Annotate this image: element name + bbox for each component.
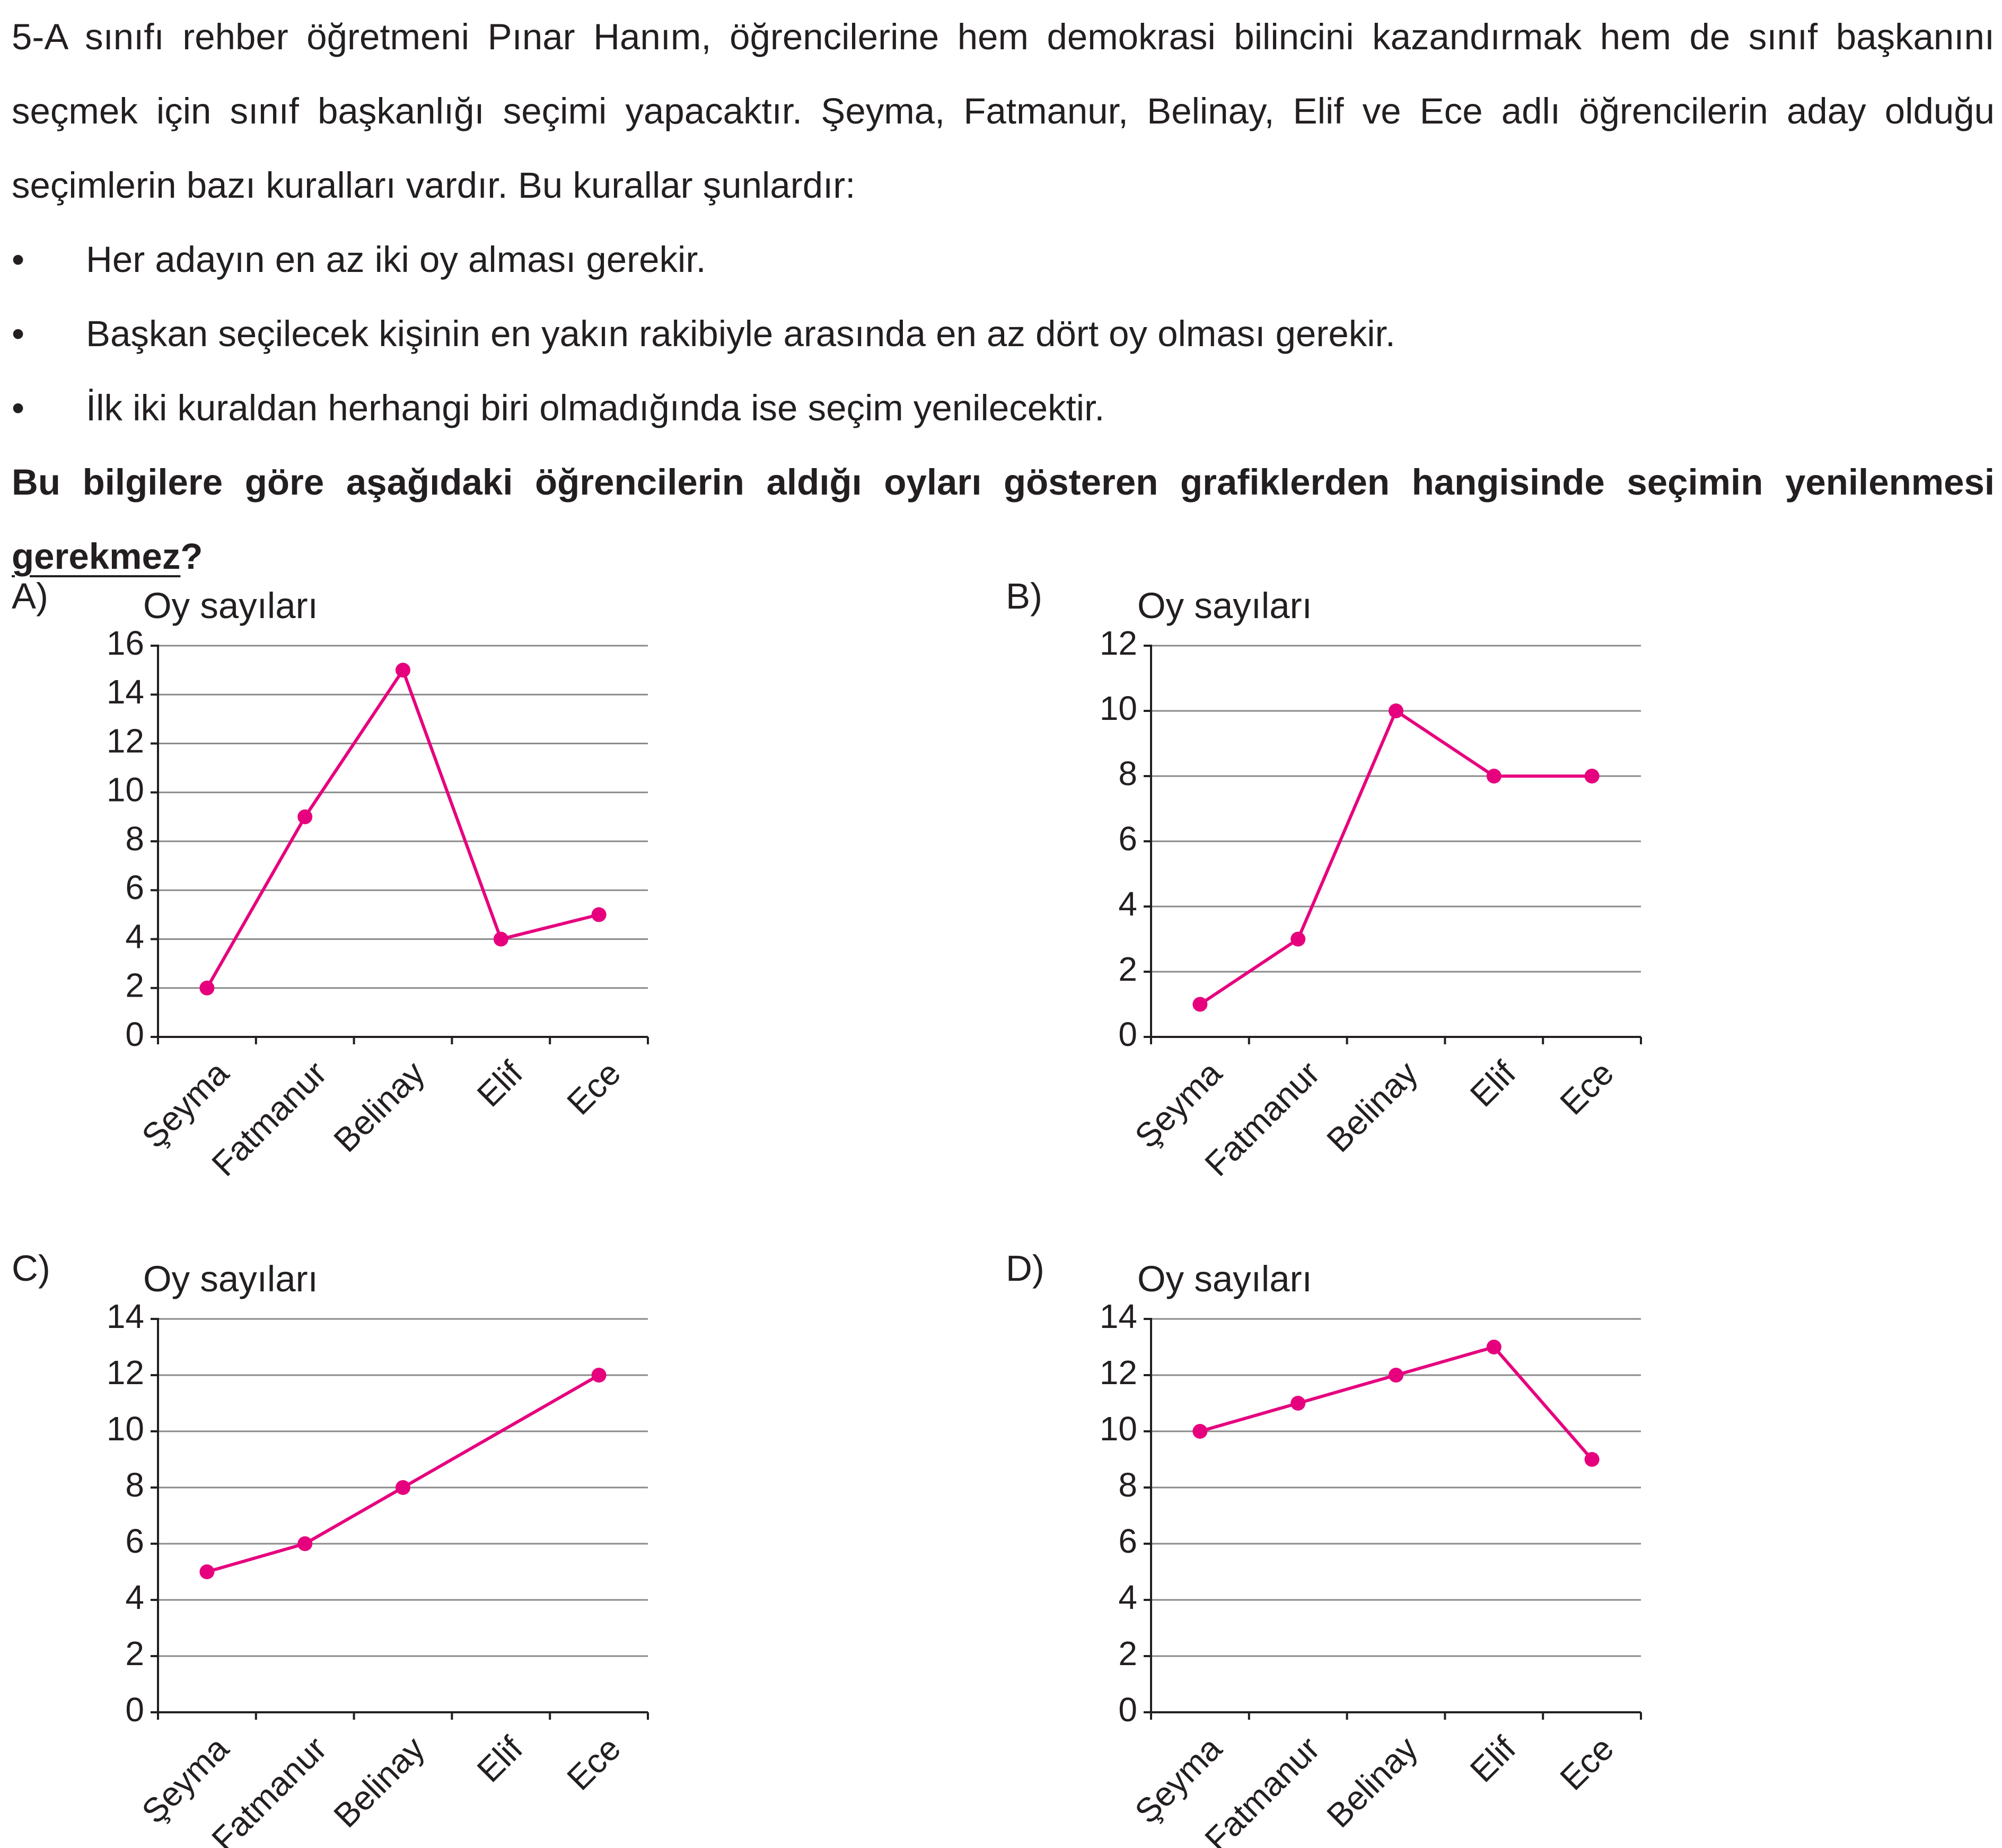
data-point (297, 1536, 313, 1551)
option-label: D) (1006, 1248, 1044, 1289)
data-point (591, 1368, 607, 1383)
rule-text: İlk iki kuraldan herhangi biri olmadığın… (86, 388, 1105, 428)
series-line (1199, 708, 1592, 1006)
y-tick-label: 6 (125, 868, 144, 907)
data-point (493, 931, 508, 947)
series-line (206, 1374, 600, 1573)
y-tick-label: 0 (1118, 1691, 1137, 1729)
question: 5-A sınıfı rehber öğretmeni Pınar Hanım,… (12, 0, 1995, 594)
series-line (205, 666, 600, 989)
option-label: A) (12, 576, 48, 617)
x-tick-label: Belinay (1319, 1729, 1425, 1835)
data-point (1486, 1340, 1501, 1354)
data-point (1584, 769, 1600, 784)
y-tick-label: 6 (1118, 820, 1137, 858)
x-tick-label: Elif (1463, 1729, 1523, 1790)
x-tick-label: Belinay (326, 1054, 432, 1159)
prompt-text: Bu bilgilere göre aşağıdaki öğrencilerin… (12, 462, 1995, 503)
y-tick-label: 4 (125, 1578, 144, 1616)
y-tick-label: 10 (107, 771, 144, 809)
x-tick-label: Ece (1552, 1054, 1621, 1122)
y-tick-label: 2 (1118, 1634, 1137, 1673)
x-tick-label: Elif (1463, 1054, 1523, 1114)
y-tick-label: 2 (125, 1634, 144, 1673)
x-tick-label: Ece (559, 1054, 628, 1122)
rule-item: • Başkan seçilecek kişinin en yakın raki… (12, 297, 1995, 371)
x-tick-label: Ece (559, 1729, 628, 1798)
data-point (199, 1564, 215, 1579)
y-tick-label: 2 (1118, 950, 1137, 988)
y-tick-label: 4 (1118, 1578, 1137, 1616)
option-label: C) (12, 1248, 50, 1289)
x-tick-label: Elif (470, 1729, 530, 1790)
y-tick-label: 12 (107, 721, 144, 760)
series-line (1199, 1345, 1593, 1460)
y-tick-label: 12 (107, 1353, 144, 1392)
y-tick-label: 10 (1100, 1410, 1137, 1448)
y-tick-label: 12 (1100, 624, 1137, 662)
y-tick-label: 14 (107, 1297, 144, 1335)
rule-text: Her adayın en az iki oy alması gerekir. (86, 239, 706, 280)
data-point (1584, 1452, 1600, 1467)
y-tick-label: 0 (125, 1691, 144, 1729)
question-stem: 5-A sınıfı rehber öğretmeni Pınar Hanım,… (12, 16, 1995, 206)
rule-item: • Her adayın en az iki oy alması gerekir… (12, 223, 1995, 297)
data-point (1192, 1424, 1208, 1439)
y-tick-label: 6 (1118, 1522, 1137, 1560)
y-tick-label: 14 (107, 673, 144, 711)
y-tick-label: 0 (1118, 1015, 1137, 1053)
data-point (591, 907, 607, 922)
y-axis-title: Oy sayıları (143, 585, 318, 626)
y-tick-label: 6 (125, 1522, 144, 1560)
bullet-icon: • (12, 239, 25, 280)
y-tick-label: 4 (125, 917, 144, 955)
data-point (1290, 1396, 1306, 1411)
y-tick-label: 10 (107, 1410, 144, 1448)
prompt-negation: gerekmez (12, 536, 181, 577)
y-tick-label: 10 (1100, 689, 1137, 727)
data-point (1389, 703, 1403, 718)
prompt-end: ? (180, 536, 203, 577)
data-point (396, 1480, 410, 1495)
data-point (297, 809, 313, 824)
bullet-icon: • (12, 388, 25, 428)
x-tick-label: Belinay (326, 1729, 432, 1835)
bullet-icon: • (12, 313, 25, 354)
y-tick-label: 8 (1118, 754, 1137, 793)
x-tick-label: Elif (470, 1054, 530, 1114)
y-tick-label: 14 (1100, 1297, 1137, 1335)
y-tick-label: 8 (125, 820, 144, 858)
x-tick-label: Belinay (1319, 1054, 1425, 1159)
data-point (396, 663, 410, 678)
y-axis-title: Oy sayıları (1137, 1259, 1312, 1299)
data-point (1192, 997, 1208, 1012)
rule-item: • İlk iki kuraldan herhangi biri olmadığ… (12, 371, 1995, 445)
rule-text: Başkan seçilecek kişinin en yakın rakibi… (86, 313, 1395, 354)
y-axis-title: Oy sayıları (1137, 585, 1312, 626)
y-tick-label: 12 (1100, 1353, 1137, 1392)
y-tick-label: 0 (125, 1015, 144, 1053)
data-point (1486, 769, 1501, 784)
data-point (1389, 1368, 1403, 1383)
y-tick-label: 16 (107, 624, 144, 662)
data-point (199, 980, 215, 996)
y-axis-title: Oy sayıları (143, 1259, 318, 1299)
question-prompt: Bu bilgilere göre aşağıdaki öğrencilerin… (12, 445, 1995, 594)
y-tick-label: 2 (125, 966, 144, 1005)
y-tick-label: 8 (1118, 1466, 1137, 1504)
y-tick-label: 8 (125, 1466, 144, 1504)
option-label: B) (1006, 576, 1042, 617)
data-point (1290, 931, 1306, 947)
x-tick-label: Ece (1552, 1729, 1621, 1798)
y-tick-label: 4 (1118, 885, 1137, 923)
